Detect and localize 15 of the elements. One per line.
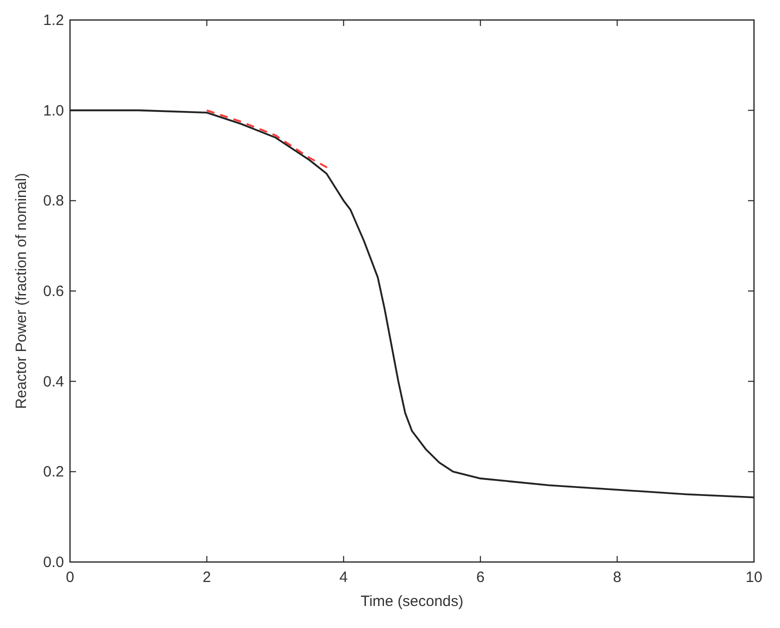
- y-tick-label: 0.6: [43, 283, 64, 300]
- y-tick-label: 0.0: [43, 554, 64, 571]
- y-tick-label: 0.2: [43, 464, 64, 481]
- x-tick-label: 0: [66, 569, 74, 586]
- y-tick-label: 1.2: [43, 12, 64, 29]
- y-axis-title: Reactor Power (fraction of nominal): [13, 173, 30, 409]
- x-tick-label: 4: [339, 569, 348, 586]
- x-tick-label: 6: [476, 569, 485, 586]
- x-tick-label: 10: [746, 569, 762, 586]
- x-axis-title: Time (seconds): [360, 593, 464, 610]
- y-tick-label: 1.0: [43, 102, 64, 120]
- x-tick-label: 2: [202, 569, 211, 586]
- y-tick-label: 0.8: [43, 192, 64, 210]
- y-tick-label: 0.4: [43, 373, 64, 390]
- x-tick-label: 8: [613, 569, 622, 586]
